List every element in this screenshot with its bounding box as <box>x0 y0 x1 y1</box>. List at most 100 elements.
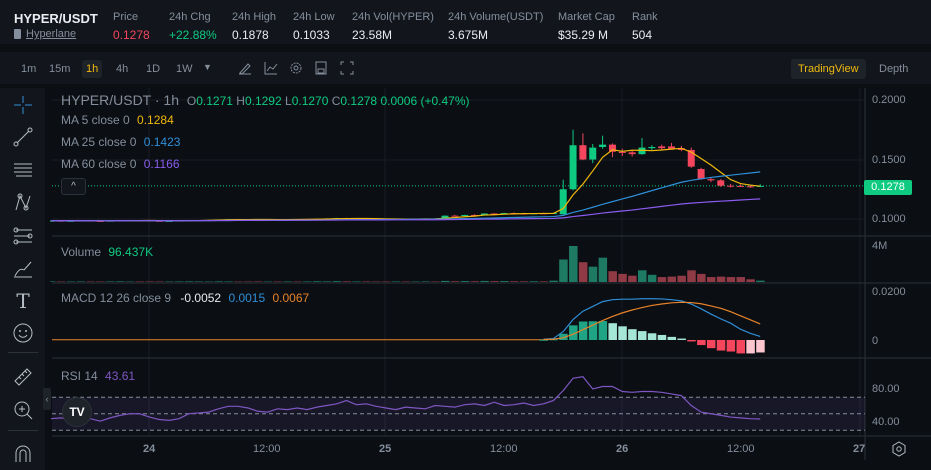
volume-bar <box>529 281 539 282</box>
stat-value: 0.1278 <box>113 28 150 42</box>
stat-value: 23.58M <box>352 28 393 42</box>
project-link[interactable]: Hyperlane <box>14 28 76 40</box>
emoji-icon[interactable] <box>12 322 34 344</box>
macd-histogram-bar <box>598 321 608 340</box>
macd-hist-value: -0.0052 <box>180 291 222 305</box>
fullscreen-icon[interactable] <box>339 60 355 76</box>
text-icon[interactable]: T <box>16 289 30 313</box>
drawing-toolbar: T <box>0 88 45 470</box>
volume-bar <box>598 257 608 282</box>
candle-body <box>727 185 735 187</box>
volume-bar <box>204 281 214 283</box>
macd-histogram-bar <box>716 340 726 351</box>
brush-icon[interactable] <box>12 258 34 280</box>
macd-histogram-bar <box>756 340 765 353</box>
save-icon[interactable] <box>313 60 329 76</box>
macd-histogram-bar <box>706 340 716 349</box>
ruler-icon[interactable] <box>12 366 34 388</box>
zoom-in-icon[interactable] <box>12 399 34 421</box>
candle-body <box>589 147 597 160</box>
interval-4h[interactable]: 4h <box>116 63 129 75</box>
fib-icon[interactable] <box>12 225 34 247</box>
volume-bar <box>303 281 312 282</box>
magnet-icon[interactable] <box>12 442 34 464</box>
volume-bar <box>549 280 558 282</box>
volume-bar <box>96 281 105 283</box>
candle-body <box>480 213 488 216</box>
time-tick: 12:00 <box>253 443 281 455</box>
settings-icon[interactable] <box>288 60 304 76</box>
chart-settings-icon[interactable] <box>891 441 907 457</box>
stat-24h-high: 24h High 0.1878 <box>232 11 276 42</box>
ma25-label: MA 25 close 0 <box>61 135 137 149</box>
volume-bar <box>588 266 598 282</box>
stat-24h-low: 24h Low 0.1033 <box>293 11 335 42</box>
interval-1D[interactable]: 1D <box>146 63 161 75</box>
ma5-value: 0.1284 <box>137 113 174 127</box>
draw-icon[interactable] <box>237 60 253 76</box>
collapse-legend-button[interactable]: ^ <box>61 178 86 195</box>
price-chart[interactable] <box>50 88 931 460</box>
stat-label: Rank <box>632 11 658 23</box>
trend-line-icon[interactable] <box>12 126 34 148</box>
stat-24h-chg: 24h Chg +22.88% <box>169 11 217 42</box>
collapse-sidebar-handle[interactable]: ‹ <box>43 388 51 410</box>
volume-bar <box>500 281 509 282</box>
volume-bar <box>539 281 548 282</box>
stat-label: Price <box>113 11 139 23</box>
ma60-line <box>50 198 761 222</box>
volume-bar <box>578 262 588 282</box>
candle-body <box>165 220 173 222</box>
current-price-badge: 0.1278 <box>864 180 912 195</box>
stat-value: 3.675M <box>448 28 489 42</box>
candle-body <box>608 144 616 152</box>
ma25-line <box>50 171 761 222</box>
volume-bar <box>135 281 145 283</box>
tab-tradingview[interactable]: TradingView <box>791 59 866 79</box>
candle-body <box>569 145 577 190</box>
price-tick: 0.1000 <box>872 213 906 225</box>
macd-histogram-bar <box>628 329 637 340</box>
macd-histogram-bar <box>657 334 667 340</box>
chart-legend: HYPER/USDT · 1h O0.1271 H0.1292 L0.1270 … <box>61 92 470 108</box>
volume-bar <box>509 281 519 282</box>
tab-depth[interactable]: Depth <box>879 63 909 75</box>
macd-histogram-bar <box>559 333 568 340</box>
interval-1m[interactable]: 1m <box>21 63 37 75</box>
volume-bar <box>647 274 657 282</box>
candle-body <box>756 185 764 187</box>
macd-histogram-bar <box>588 321 598 340</box>
macd-histogram-bar <box>647 333 657 340</box>
volume-bar <box>667 276 677 282</box>
volume-label: Volume <box>61 245 102 259</box>
interval-15m[interactable]: 15m <box>49 63 71 75</box>
volume-bar <box>391 281 401 282</box>
stat-value: $35.29 M <box>558 28 609 42</box>
interval-dropdown-icon[interactable]: ▼ <box>203 62 212 72</box>
macd-histogram-bar <box>608 323 617 340</box>
time-tick: 25 <box>379 443 392 455</box>
volume-bar <box>115 281 125 282</box>
volume-bar <box>66 281 76 283</box>
candle-body <box>707 179 715 181</box>
macd-histogram-bar <box>746 340 755 354</box>
macd-histogram-bar <box>687 340 696 342</box>
candle-body <box>677 148 685 150</box>
volume-bar <box>372 281 381 283</box>
candle-body <box>618 151 626 153</box>
volume-bar <box>381 281 391 283</box>
volume-bar <box>441 280 450 282</box>
volume-bar <box>677 275 686 282</box>
volume-bar <box>175 281 184 282</box>
interval-1W[interactable]: 1W <box>176 63 193 75</box>
pattern-icon[interactable] <box>12 192 34 214</box>
volume-bar <box>244 281 253 283</box>
rsi-line <box>50 375 761 422</box>
interval-1h[interactable]: 1h <box>82 60 103 78</box>
volume-bar <box>519 281 529 282</box>
horizontal-lines-icon[interactable] <box>12 159 34 181</box>
chart-toolbar: 1m 15m 1h 4h 1D 1W ▼ TradingView Depth <box>0 52 931 84</box>
crosshair-icon[interactable] <box>12 94 34 116</box>
volume-bar <box>145 281 154 282</box>
indicator-icon[interactable] <box>263 60 279 76</box>
